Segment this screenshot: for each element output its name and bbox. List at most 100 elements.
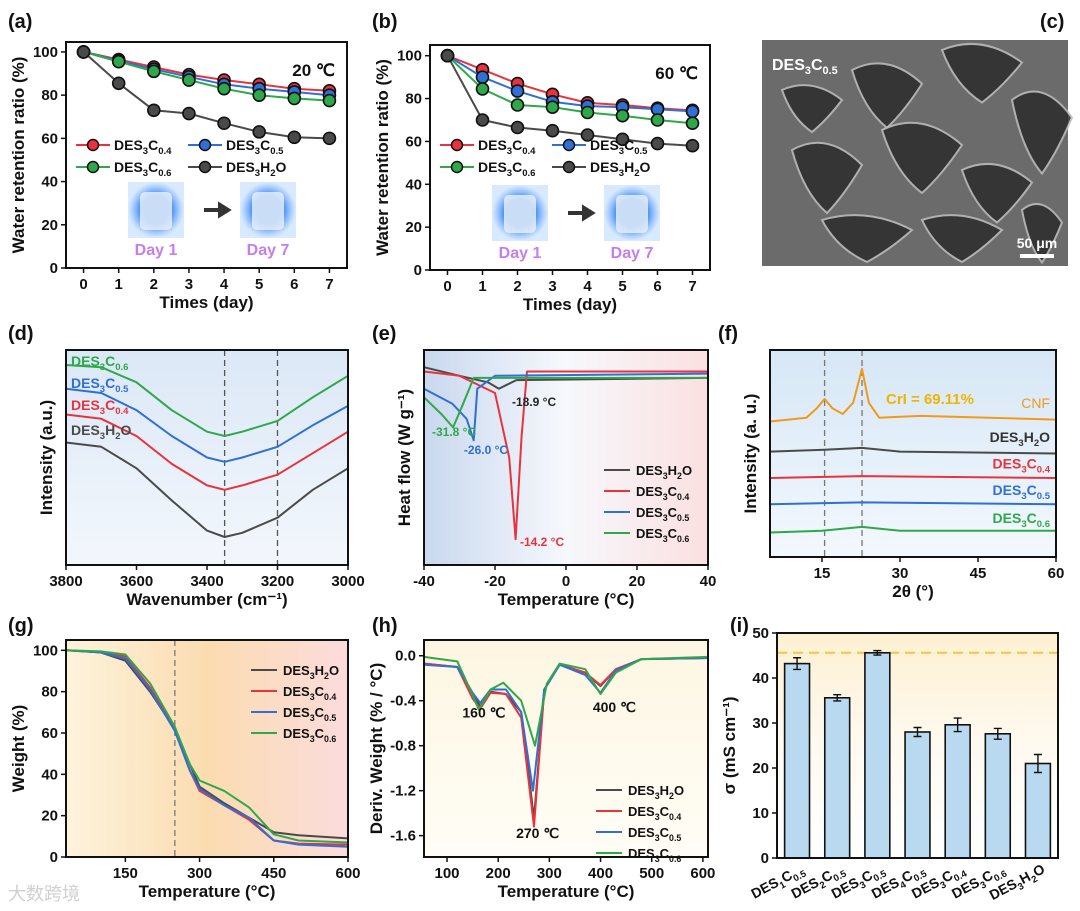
error-bar <box>993 727 1002 740</box>
panel-e: DES3H2O DES3C0.4 DES3C0.5 DES3C0.6 -18.9 °C -… <box>395 349 716 609</box>
y-tick-label: -1.2 <box>390 783 416 800</box>
x-tick-label: 0 <box>562 573 570 590</box>
bar <box>823 696 851 859</box>
curve-label: DES3C0.5 <box>71 375 129 395</box>
bar <box>984 732 1012 859</box>
legend-label: DES3C0.5 <box>636 505 689 523</box>
x-tick-label: 5 <box>255 276 263 293</box>
series-line-C0.4 <box>769 475 1057 479</box>
y-tick-label: 20 <box>41 808 58 825</box>
y-tick-label: 80 <box>41 684 58 701</box>
data-point <box>685 138 700 153</box>
panel-label-e: (e) <box>372 323 396 345</box>
hydrogel-cylinder <box>252 192 284 230</box>
photo-caption: Day 1 <box>499 245 542 262</box>
y-tick-label: 60 <box>41 725 58 742</box>
y-tick-label: 100 <box>397 48 422 65</box>
x-tick-label: 450 <box>261 865 286 882</box>
curve-label: DES3H2O <box>990 429 1051 449</box>
data-point <box>510 120 525 135</box>
panel-label-d: (d) <box>8 323 34 345</box>
arrow-icon <box>568 204 596 222</box>
sem-pore <box>960 162 1034 224</box>
x-tick-label: 3800 <box>49 573 82 590</box>
curve-label: DES3C0.5 <box>993 482 1051 502</box>
y-tick-label: 80 <box>41 87 58 104</box>
x-tick-label: 1 <box>478 278 486 295</box>
y-tick-label: 80 <box>405 91 422 108</box>
legend-marker <box>86 138 100 152</box>
legend-label: DES3C0.5 <box>628 825 681 843</box>
series-line-C0.4 <box>65 413 349 491</box>
photo-caption: Day 7 <box>247 242 290 259</box>
x-tick-label: 7 <box>325 276 333 293</box>
y-tick-label: 50 <box>752 625 769 642</box>
peak-annotation: 400 ℃ <box>593 699 636 715</box>
x-axis-label: Times (day) <box>159 293 253 312</box>
legend-label: DES3C0.6 <box>114 159 171 179</box>
y-tick-label: 0.0 <box>395 648 416 665</box>
y-tick-label: 30 <box>752 715 769 732</box>
sem-pore <box>920 214 1004 264</box>
y-tick-label: 10 <box>752 805 769 822</box>
legend-marker <box>450 138 464 152</box>
data-point <box>440 48 455 63</box>
x-tick-label: 0 <box>443 278 451 295</box>
curve-label: DES3C0.6 <box>71 353 128 373</box>
y-tick-label: 0 <box>50 849 58 866</box>
legend-marker <box>562 138 576 152</box>
data-point <box>580 105 595 120</box>
peak-annotation: -26.0 °C <box>464 443 508 457</box>
legend-label: DES3C0.5 <box>226 137 284 157</box>
y-tick-label: 0 <box>761 850 769 867</box>
x-axis-label: Temperature (°C) <box>498 882 635 901</box>
data-point <box>510 84 525 98</box>
photo-caption: Day 7 <box>611 245 654 262</box>
x-tick-label: 500 <box>639 865 664 882</box>
legend-marker <box>198 160 212 174</box>
y-axis-label: Water retention ratio (%) <box>373 59 392 256</box>
photo-caption: Day 1 <box>135 242 178 259</box>
axes-frame <box>65 639 349 858</box>
x-tick-label: 3 <box>185 276 193 293</box>
error-bar <box>1033 753 1042 774</box>
y-tick-label: 40 <box>405 176 422 193</box>
data-point <box>287 130 302 145</box>
series-line-H2O <box>65 441 349 538</box>
plot-background <box>424 640 708 857</box>
x-category-label: DES3H2O <box>986 860 1049 906</box>
sem-pore <box>880 121 964 195</box>
temperature-label: 20 ℃ <box>292 61 335 80</box>
data-point <box>111 54 126 69</box>
curve-label: DES3C0.4 <box>71 397 129 417</box>
sem-pore <box>1020 202 1064 265</box>
legend-marker <box>450 160 464 174</box>
x-tick-label: 150 <box>113 865 138 882</box>
x-tick-label: 7 <box>688 278 696 295</box>
peak-annotation: -14.2 °C <box>520 535 564 549</box>
bar <box>864 651 891 859</box>
legend-label: DES3H2O <box>590 159 651 179</box>
legend-label: DES3H2O <box>283 663 339 681</box>
data-point <box>650 136 665 151</box>
error-bar <box>793 657 802 671</box>
sem-pore <box>790 141 864 215</box>
x-tick-label: 3600 <box>120 573 153 590</box>
series-line-C0.6 <box>65 649 349 844</box>
scale-bar <box>1020 254 1054 258</box>
bar <box>783 662 811 859</box>
legend-label: DES3C0.6 <box>283 726 336 744</box>
sem-pore <box>1010 90 1074 176</box>
legend-label: DES3C0.6 <box>636 526 689 544</box>
y-tick-label: 20 <box>752 760 769 777</box>
y-tick-label: -0.4 <box>390 693 417 710</box>
x-tick-label: 200 <box>486 865 511 882</box>
x-tick-label: 20 <box>629 573 646 590</box>
panel-b: DES3C0.4 DES3C0.5 DES3C0.6 DES3H2O 60 ℃ Day 1… <box>373 44 711 314</box>
data-point <box>615 132 630 147</box>
panel-g: DES3H2O DES3C0.4 DES3C0.5 DES3C0.6 150 300 450… <box>9 639 361 901</box>
legend-label: DES3C0.5 <box>283 705 336 723</box>
y-axis-label: Intensity (a. u.) <box>741 394 760 514</box>
series-line-H2O <box>65 649 349 840</box>
